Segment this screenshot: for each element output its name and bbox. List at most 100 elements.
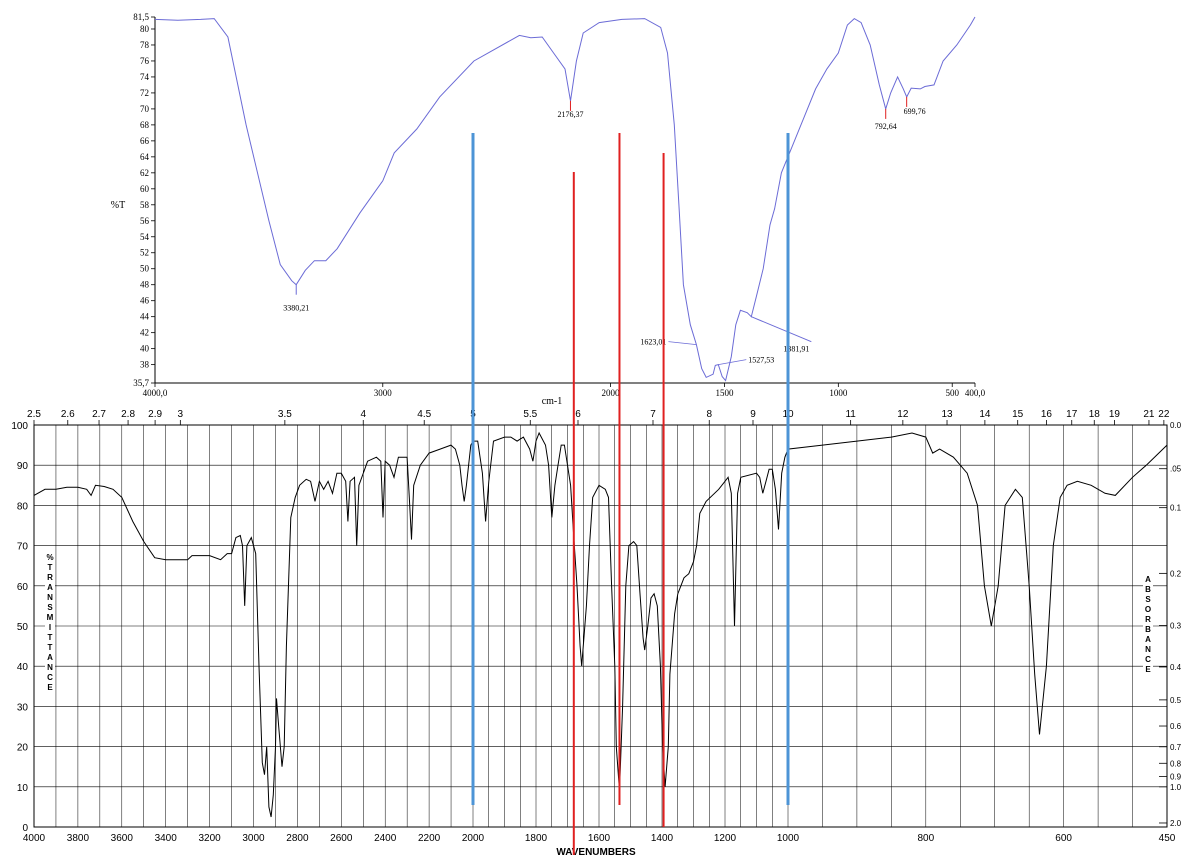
top-x-axis-label: cm-1	[542, 396, 563, 407]
bottom-absorbance-tick-label: 0.9	[1170, 772, 1182, 781]
bottom-top-tick-label: 9	[750, 409, 756, 420]
bottom-x-tick-label: 600	[1055, 833, 1072, 844]
top-x-tick-label: 1500	[715, 388, 734, 398]
bottom-x-tick-label: 3200	[198, 833, 221, 844]
bottom-x-tick-label: 4000	[23, 833, 46, 844]
bottom-top-tick-label: 12	[897, 409, 909, 420]
top-y-tick-label: 42	[140, 328, 149, 338]
top-y-tick-label: 54	[140, 232, 150, 242]
top-peak-label: 2176,37	[557, 110, 583, 119]
bottom-y2-label-char: O	[1145, 605, 1151, 614]
bottom-absorbance-tick-label: 0.6	[1170, 722, 1182, 731]
bottom-top-tick-label: 2.6	[61, 409, 75, 420]
bottom-y-tick-label: 80	[17, 501, 29, 512]
bottom-y-label-char: A	[47, 583, 53, 592]
top-peak-leader	[668, 341, 697, 346]
bottom-y2-label-char: B	[1145, 625, 1151, 634]
bottom-y-label-bg	[45, 550, 55, 692]
bottom-top-tick-label: 14	[979, 409, 991, 420]
bottom-x-tick-label: 1200	[714, 833, 737, 844]
top-x-tick-label: 500	[945, 388, 959, 398]
bottom-top-tick-label: 19	[1109, 409, 1121, 420]
bottom-y-label-char: T	[48, 633, 53, 642]
top-y-tick-label: 56	[140, 216, 150, 226]
bottom-x-tick-label: 1800	[525, 833, 548, 844]
top-peak-label: 1527,53	[748, 356, 774, 365]
top-y-tick-label: 72	[140, 88, 149, 98]
top-y-tick-label: 38	[140, 360, 150, 370]
top-x-tick-label: 4000,0	[143, 388, 168, 398]
bottom-y-label-char: S	[47, 603, 53, 612]
bottom-x-axis-label: WAVENUMBERS	[556, 847, 636, 858]
bottom-x-tick-label: 3400	[155, 833, 178, 844]
bottom-top-tick-label: 13	[941, 409, 953, 420]
top-y-tick-label: 48	[140, 280, 150, 290]
bottom-absorbance-tick-label: 0.7	[1170, 743, 1182, 752]
top-x-tick-label: 3000	[374, 388, 393, 398]
bottom-y-label-char: M	[47, 613, 54, 622]
bottom-y2-label-char: B	[1145, 585, 1151, 594]
bottom-top-tick-label: 22	[1158, 409, 1170, 420]
bottom-top-tick-label: 7	[650, 409, 656, 420]
top-chart-axes	[154, 17, 975, 384]
bottom-top-tick-label: 4	[360, 409, 366, 420]
bottom-series-line	[33, 431, 1168, 818]
top-y-tick-label: 81,5	[133, 12, 149, 22]
top-y-tick-label: 40	[140, 344, 150, 354]
bottom-absorbance-tick-label: 0.5	[1170, 696, 1182, 705]
bottom-y-tick-label: 60	[17, 582, 29, 593]
bottom-y2-label-char: N	[1145, 645, 1151, 654]
bottom-y2-label-char: E	[1145, 665, 1151, 674]
bottom-x-tick-label: 3600	[111, 833, 134, 844]
top-x-tick-label: 1000	[829, 388, 848, 398]
bottom-y-tick-label: 20	[17, 743, 29, 754]
bottom-y2-label-char: R	[1145, 615, 1151, 624]
top-series-layer	[154, 16, 976, 382]
overlay-markers	[471, 133, 790, 855]
bottom-y2-label-bg	[1143, 572, 1153, 674]
bottom-top-tick-label: 2.5	[27, 409, 41, 420]
bottom-top-tick-label: 18	[1089, 409, 1101, 420]
bottom-x-tick-label: 3800	[67, 833, 90, 844]
bottom-x-tick-label: 2000	[462, 833, 485, 844]
bottom-y2-label-char: A	[1145, 635, 1151, 644]
top-y-tick-label: 78	[140, 40, 150, 50]
top-y-tick-label: 64	[140, 152, 150, 162]
bottom-absorbance-tick-label: 1.0	[1170, 783, 1182, 792]
bottom-y-tick-label: 70	[17, 542, 29, 553]
bottom-y-tick-label: 100	[11, 421, 28, 432]
bottom-x-tick-label: 2800	[286, 833, 309, 844]
bottom-x-tick-label: 800	[917, 833, 934, 844]
bottom-y-tick-label: 30	[17, 702, 29, 713]
top-y-tick-label: 62	[140, 168, 149, 178]
bottom-y-tick-label: 90	[17, 461, 29, 472]
bottom-top-tick-label: 2.8	[121, 409, 135, 420]
top-y-tick-label: 70	[140, 104, 150, 114]
bottom-x-tick-label: 1000	[777, 833, 800, 844]
bottom-y-tick-label: 10	[17, 783, 29, 794]
bottom-y-label-char: R	[47, 573, 53, 582]
top-peak-label: 792,64	[875, 122, 897, 131]
bottom-y-label-char: A	[47, 653, 53, 662]
top-peak-label: 1381,91	[783, 345, 809, 354]
bottom-absorbance-tick-label: .05	[1170, 465, 1182, 474]
top-spectrum-chart: 81,5 80 78 76 74 72 70 68 66 64 62 60 58 56 54 52 50 48 46…	[111, 12, 986, 407]
bottom-y-label-char: E	[47, 683, 53, 692]
bottom-top-tick-label: 2.7	[92, 409, 106, 420]
top-peak-label: 3380,21	[283, 304, 309, 313]
bottom-y2-label-char: C	[1145, 655, 1151, 664]
bottom-top-tick-label: 11	[845, 409, 856, 420]
bottom-series-layer	[33, 431, 1168, 818]
bottom-top-tick-label: 3	[178, 409, 184, 420]
top-x-tick-label: 2000	[602, 388, 621, 398]
bottom-top-tick-label: 21	[1143, 409, 1155, 420]
bottom-y-label-char: T	[48, 643, 53, 652]
top-y-tick-label: 76	[140, 56, 150, 66]
top-y-tick-label: 44	[140, 312, 150, 322]
bottom-y-tick-label: 0	[22, 823, 28, 834]
bottom-top-tick-label: 8	[706, 409, 712, 420]
